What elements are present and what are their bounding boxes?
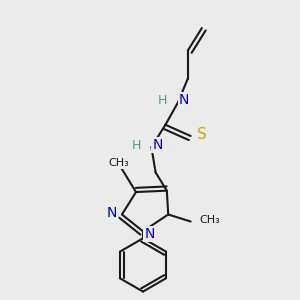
Text: CH₃: CH₃ bbox=[109, 158, 130, 168]
Text: CH₃: CH₃ bbox=[199, 215, 220, 225]
Text: N: N bbox=[179, 93, 189, 107]
Text: H: H bbox=[158, 94, 167, 107]
Text: H: H bbox=[131, 139, 141, 152]
Text: N: N bbox=[144, 226, 155, 241]
Text: N: N bbox=[106, 206, 117, 220]
Text: N: N bbox=[152, 138, 163, 152]
Text: S: S bbox=[197, 127, 207, 142]
